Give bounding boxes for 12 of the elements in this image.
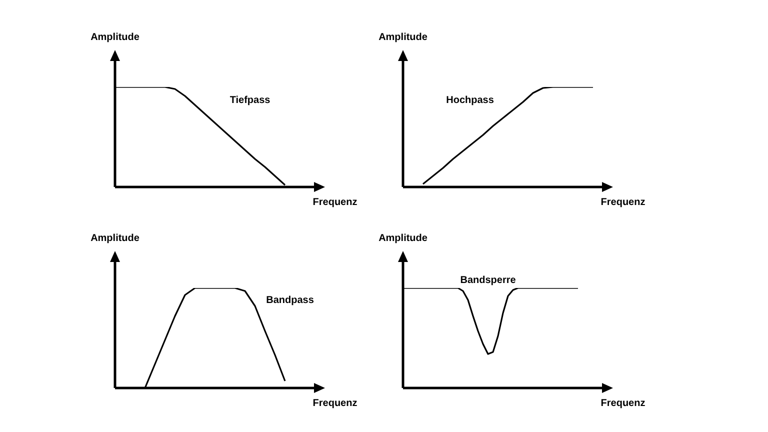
x-axis-title: Frequenz [312, 398, 358, 409]
text: Bandsperre [460, 274, 516, 286]
x-axis-title: Frequenz [312, 196, 358, 208]
x-axis-title: Frequenz [600, 398, 646, 409]
y-axis-title: Amplitude [378, 232, 428, 244]
y-axis-title: Amplitude [90, 232, 140, 244]
y-axis-title: Amplitude [90, 32, 140, 43]
annotation: Tiefpass [230, 94, 271, 106]
x-axis-title: Frequenz [600, 196, 646, 208]
annotation: Hochpass [446, 94, 494, 106]
annotation: Bandpass [266, 294, 314, 306]
y-axis-title: Amplitude [378, 32, 428, 43]
